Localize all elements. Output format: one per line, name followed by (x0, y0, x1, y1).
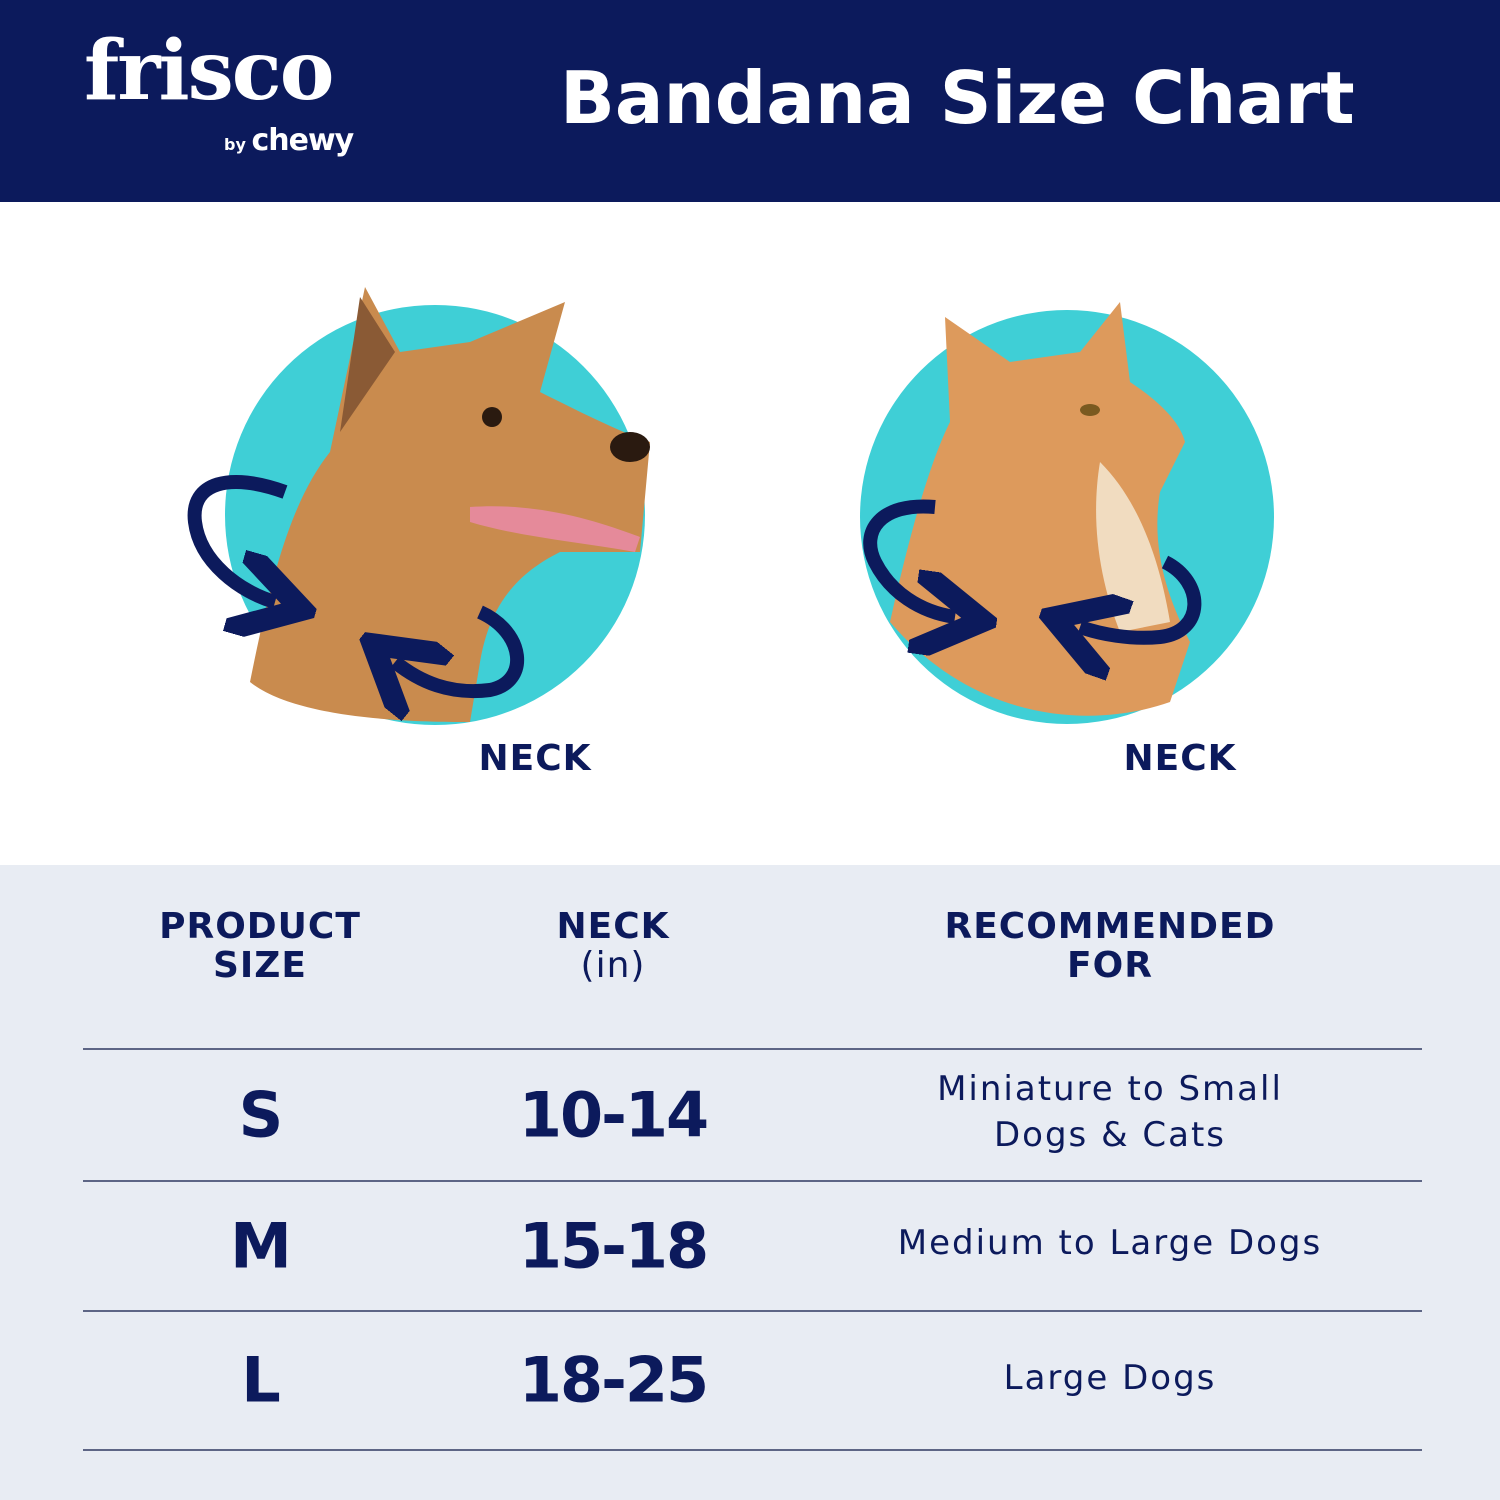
neck-cell: 18-25 (518, 1343, 709, 1417)
neck-cell: 15-18 (518, 1209, 709, 1283)
cat-illustration (860, 302, 1274, 724)
size-table: PRODUCT SIZE NECK (in) RECOMMENDED FOR S 10… (0, 865, 1500, 1500)
recommended-cell: Medium to Large Dogs (897, 1223, 1323, 1263)
cat-arrow-right-icon (1080, 555, 1202, 638)
row-divider (83, 1180, 1422, 1182)
header-banner: frisco by chewy Bandana Size Chart (0, 0, 1500, 202)
cat-arrow-left-icon (863, 499, 955, 617)
logo-by: by (224, 135, 246, 154)
header-product-size: PRODUCT SIZE (159, 906, 361, 986)
dog-neck-label: NECK (478, 738, 592, 779)
header-recommended-for: RECOMMENDED FOR (944, 906, 1276, 986)
dog-arrow-left-icon (187, 475, 285, 602)
logo-chewy: chewy (251, 123, 354, 158)
measurement-illustrations: NECK NECK (0, 202, 1500, 865)
neck-cell: 10-14 (518, 1078, 709, 1152)
row-divider (83, 1048, 1422, 1050)
size-cell: L (241, 1343, 280, 1417)
cat-neck-label: NECK (1123, 738, 1237, 779)
recommended-cell: Miniature to Small Dogs & Cats (937, 1069, 1283, 1155)
size-cell: M (230, 1209, 292, 1283)
row-divider (83, 1310, 1422, 1312)
page-title: Bandana Size Chart (560, 56, 1355, 140)
dog-illustration (187, 287, 650, 725)
header-neck: NECK (in) (556, 906, 670, 986)
dog-arrow-right-icon (395, 605, 524, 691)
row-divider (83, 1449, 1422, 1451)
recommended-cell: Large Dogs (1003, 1358, 1217, 1398)
frisco-logo: frisco by chewy (84, 23, 354, 158)
size-cell: S (238, 1078, 284, 1152)
